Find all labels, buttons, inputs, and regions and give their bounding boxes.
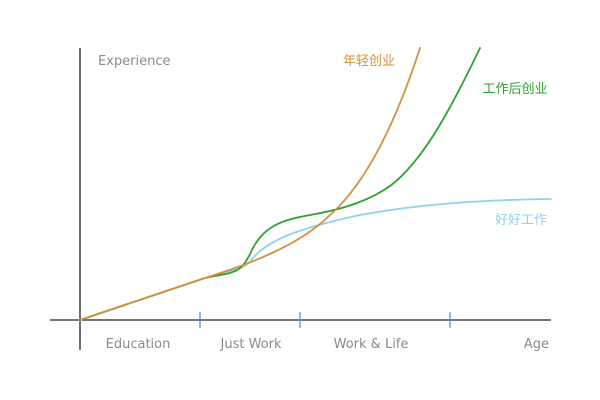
series-label-work-well: 好好工作	[495, 213, 547, 228]
series-line-young-startup	[79, 47, 421, 321]
series-label-startup-after-work: 工作后创业	[482, 82, 547, 97]
x-axis-label: Age	[524, 337, 549, 352]
stage-label-just-work: Just Work	[220, 337, 282, 352]
series-line-work-well	[79, 198, 552, 321]
stage-label-work-life: Work & Life	[334, 337, 409, 352]
stage-label-education: Education	[106, 337, 171, 352]
series-line-startup-after-work	[79, 47, 481, 321]
y-axis-label: Experience	[98, 54, 171, 69]
series-label-young-startup: 年轻创业	[343, 54, 395, 69]
